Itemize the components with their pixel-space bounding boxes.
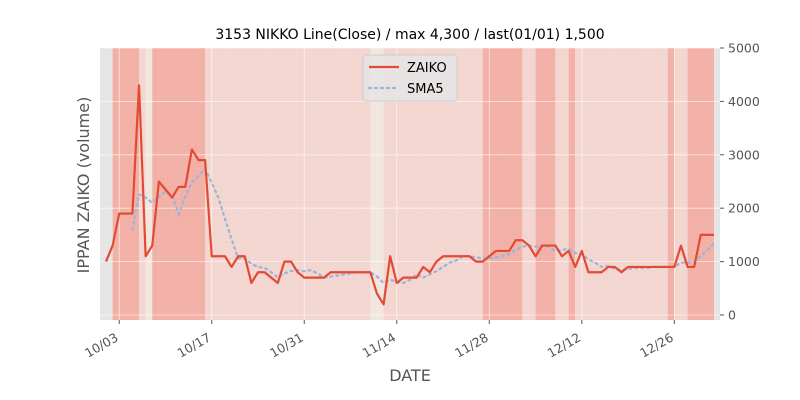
x-tick-label-12/26: 12/26 (637, 330, 676, 361)
x-tick-label-11/14: 11/14 (360, 330, 399, 361)
y-axis-label: IPPAN ZAIKO (volume) (74, 97, 93, 274)
x-tick-label-10/17: 10/17 (175, 330, 214, 361)
band-2 (145, 48, 153, 320)
y-tick-label-4000: 4000 (728, 94, 760, 109)
legend-zaiko-label: ZAIKO (407, 61, 447, 76)
band-5 (370, 48, 384, 320)
legend-sma5-label: SMA5 (407, 82, 444, 97)
band-13 (667, 48, 675, 320)
band-4 (205, 48, 371, 320)
band-9 (535, 48, 556, 320)
x-tick-label-11/28: 11/28 (452, 330, 491, 361)
band-14 (674, 48, 688, 320)
chart-title: 3153 NIKKO Line(Close) / max 4,300 / las… (215, 27, 604, 43)
y-tick-label-3000: 3000 (728, 147, 760, 162)
band-12 (575, 48, 668, 320)
band-11 (568, 48, 576, 320)
gridlines (100, 47, 720, 320)
series-layer (104, 84, 716, 306)
y-tick-label-0: 0 (728, 308, 736, 323)
x-tick-label-12/12: 12/12 (545, 330, 584, 361)
x-tick-label-10/31: 10/31 (267, 330, 306, 361)
x-axis-label: DATE (389, 366, 431, 385)
legend: ZAIKO SMA5 (362, 54, 458, 102)
y-tick-label-5000: 5000 (728, 41, 760, 56)
y-axis: 0 1000 2000 3000 4000 5000 (720, 41, 760, 323)
x-axis: 10/03 10/17 10/31 11/14 11/28 12/12 12/26 (82, 320, 676, 361)
y-tick-label-1000: 1000 (728, 254, 760, 269)
band-15 (687, 48, 714, 320)
y-tick-label-2000: 2000 (728, 201, 760, 216)
x-tick-label-10/03: 10/03 (82, 330, 121, 361)
